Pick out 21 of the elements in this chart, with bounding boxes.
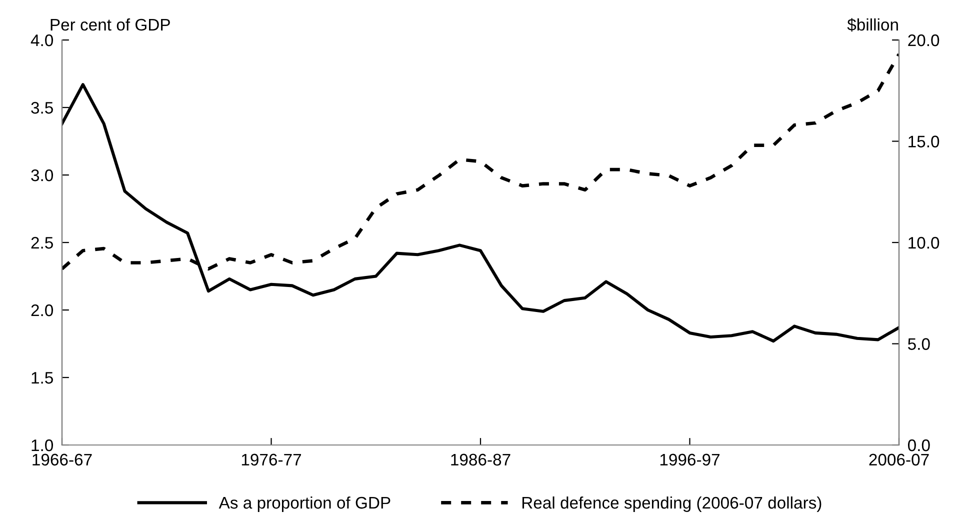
x-tick-label: 1986-87 xyxy=(451,454,510,466)
y-axis-title: Per cent of GDP xyxy=(50,18,170,31)
x-tick-label: 1976-77 xyxy=(242,454,301,466)
y-tick-label: 1.5 xyxy=(32,372,53,384)
y-tick-label: 2.5 xyxy=(31,236,53,249)
y-tick-label: 2.0 xyxy=(31,304,54,316)
x-tick-label: 1996-97 xyxy=(660,454,720,466)
y-tick-label: 3.0 xyxy=(31,169,54,182)
legend-label: As a proportion of GDP xyxy=(218,496,390,512)
y-tick-label: 4.0 xyxy=(30,34,54,46)
y-tick-label: 3.5 xyxy=(31,102,53,114)
y2-tick-label: 0.0 xyxy=(908,439,930,452)
x-tick-label: 2006-07 xyxy=(869,454,929,466)
y2-tick-label: 5.0 xyxy=(908,338,930,350)
y2-axis-title: $billion xyxy=(847,18,898,32)
y2-tick-label: 10.0 xyxy=(908,236,940,249)
legend-label: Real defence spending (2006-07 dollars) xyxy=(522,496,822,512)
y-tick-label: 1.0 xyxy=(32,439,54,452)
x-tick-label: 1966-67 xyxy=(32,454,92,466)
y2-tick-label: 20.0 xyxy=(908,34,940,46)
y2-tick-label: 15.0 xyxy=(908,136,940,148)
